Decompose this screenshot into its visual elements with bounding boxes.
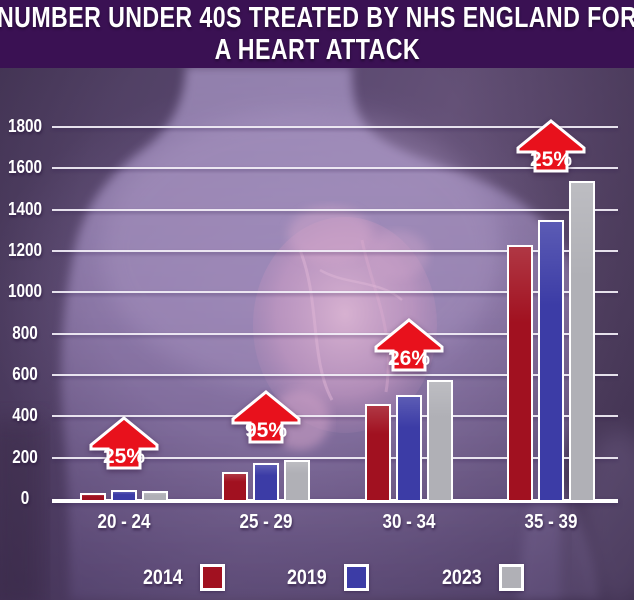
gridline-400 xyxy=(52,415,618,418)
bar-2019-35-39 xyxy=(537,220,564,502)
increase-arrow-35-39: 25% xyxy=(515,118,587,178)
bar-2023-30-34 xyxy=(426,380,453,502)
y-axis-label-800: 800 xyxy=(12,322,38,343)
increase-arrow-20-24: 25% xyxy=(88,416,160,475)
gridline-200 xyxy=(52,456,618,459)
y-axis-label-200: 200 xyxy=(12,446,38,467)
gridline-1400 xyxy=(52,208,618,211)
bar-2023-35-39 xyxy=(568,180,595,502)
y-axis-label-1600: 1600 xyxy=(7,157,43,178)
gridline-1000 xyxy=(52,291,618,294)
bar-2014-35-39 xyxy=(506,244,533,502)
bar-2019-25-29 xyxy=(253,463,280,502)
y-axis-label-1400: 1400 xyxy=(7,198,43,219)
x-axis-line xyxy=(52,499,618,503)
increase-arrow-30-34: 26% xyxy=(373,318,445,377)
x-axis-label-20-24: 20 - 24 xyxy=(97,511,151,533)
increase-arrow-25-29: 95% xyxy=(230,390,302,449)
bar-2014-20-24 xyxy=(80,492,106,502)
y-axis-label-1200: 1200 xyxy=(7,240,43,260)
y-axis-label-1000: 1000 xyxy=(7,281,43,302)
page-title-line-2: A HEART ATTACK xyxy=(214,34,420,66)
y-axis-label-1800: 1800 xyxy=(7,116,43,136)
x-axis-label-25-29: 25 - 29 xyxy=(239,511,293,533)
bar-2014-25-29 xyxy=(222,472,249,502)
arrow-percentage-label: 25% xyxy=(530,148,572,171)
arrow-shape xyxy=(231,390,301,444)
gridline-1800 xyxy=(52,126,618,128)
x-axis-label-30-34: 30 - 34 xyxy=(382,511,436,533)
heart-illustration xyxy=(253,207,437,450)
gridline-1200 xyxy=(52,250,618,252)
gridline-600 xyxy=(52,374,618,376)
page-title-line-1: NUMBER UNDER 40S TREATED BY NHS ENGLAND … xyxy=(0,1,634,34)
y-axis-label-600: 600 xyxy=(12,364,38,384)
gridline-1600 xyxy=(52,167,618,170)
bar-2023-25-29 xyxy=(284,460,311,502)
arrow-shape xyxy=(374,318,444,372)
bar-2014-30-34 xyxy=(364,403,391,502)
y-axis-label-400: 400 xyxy=(12,405,38,426)
x-axis-label-35-39: 35 - 39 xyxy=(524,511,578,533)
bar-2023-20-24 xyxy=(142,491,168,502)
bar-2019-20-24 xyxy=(111,490,137,502)
gridline-800 xyxy=(52,332,618,335)
title-bar: NUMBER UNDER 40S TREATED BY NHS ENGLAND … xyxy=(0,0,634,68)
y-axis-label-0: 0 xyxy=(20,488,30,508)
arrow-shape xyxy=(89,416,159,470)
bar-2019-30-34 xyxy=(395,394,422,502)
arrow-percentage-label: 95% xyxy=(245,419,287,442)
arrow-percentage-label: 26% xyxy=(388,347,430,370)
arrow-percentage-label: 25% xyxy=(103,445,145,468)
arrow-shape xyxy=(516,118,586,173)
